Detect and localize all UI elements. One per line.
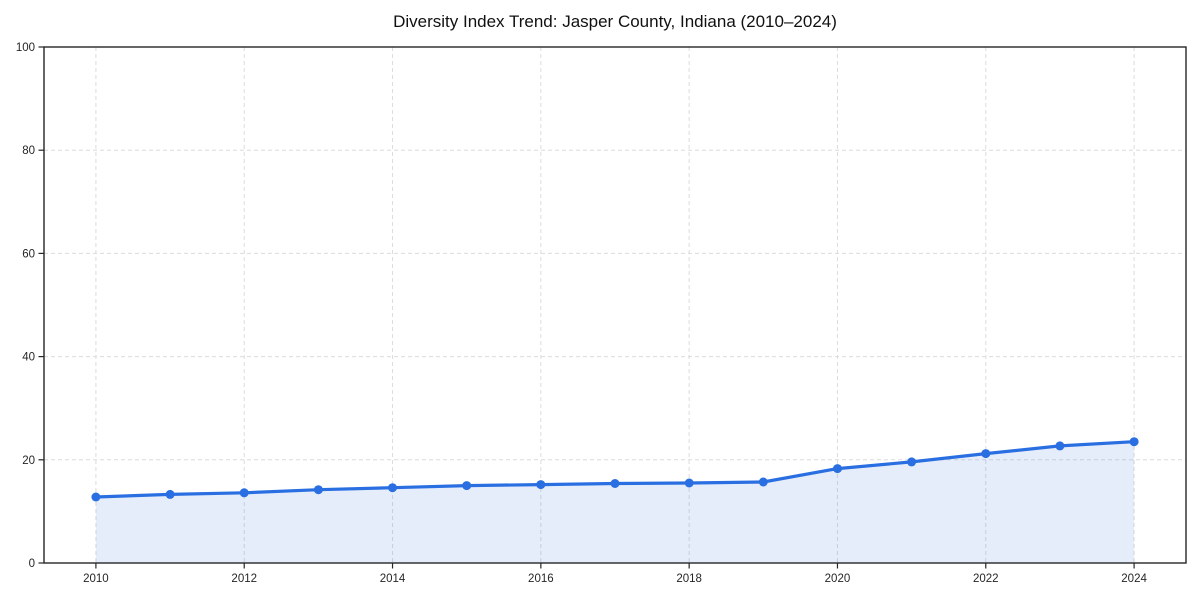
x-tick-label-2010: 2010 xyxy=(83,573,109,585)
y-tick-label-40: 40 xyxy=(22,352,35,364)
data-point-2015 xyxy=(462,481,472,491)
axes xyxy=(38,46,1187,569)
data-points xyxy=(91,437,1139,502)
x-tick-label-2018: 2018 xyxy=(676,573,702,585)
x-tick-label-2014: 2014 xyxy=(380,573,406,585)
data-point-2021 xyxy=(907,457,917,467)
x-tick-label-2022: 2022 xyxy=(973,573,999,585)
gridlines xyxy=(44,47,1186,563)
data-point-2012 xyxy=(239,488,249,498)
x-tick-label-2012: 2012 xyxy=(231,573,257,585)
data-point-2022 xyxy=(981,449,991,459)
data-point-2014 xyxy=(388,483,397,493)
data-point-2016 xyxy=(536,480,546,490)
y-tick-label-60: 60 xyxy=(22,248,35,260)
area-fill xyxy=(95,441,1135,563)
data-point-2011 xyxy=(165,489,175,499)
y-tick-label-20: 20 xyxy=(22,455,35,467)
data-point-2023 xyxy=(1055,441,1065,451)
y-tick-label-0: 0 xyxy=(29,558,35,570)
y-tick-label-100: 100 xyxy=(16,42,35,54)
x-tick-label-2024: 2024 xyxy=(1121,573,1147,585)
chart-title: Diversity Index Trend: Jasper County, In… xyxy=(393,12,837,31)
data-point-2024 xyxy=(1129,437,1139,447)
tick-labels: 2010 2012 2014 2016 2018 2020 2022 2024 0 20 40 60 8… xyxy=(16,42,1148,585)
y-tick-label-80: 80 xyxy=(22,145,35,157)
x-tick-label-2016: 2016 xyxy=(528,573,554,585)
data-point-2020 xyxy=(833,464,842,474)
data-point-2019 xyxy=(758,477,768,487)
data-point-2017 xyxy=(610,479,620,488)
data-point-2013 xyxy=(313,485,323,495)
data-point-2010 xyxy=(91,492,101,502)
plot-border xyxy=(43,46,1187,564)
series-area xyxy=(95,441,1135,563)
data-point-2018 xyxy=(684,478,694,488)
x-tick-label-2020: 2020 xyxy=(825,573,851,585)
